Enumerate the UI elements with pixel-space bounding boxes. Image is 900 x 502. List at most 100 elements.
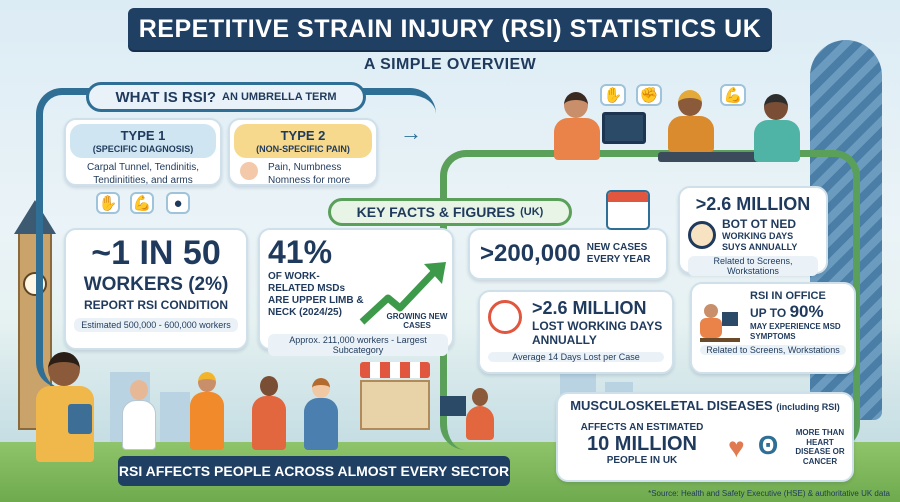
what-is-rsi-sublabel: AN UMBRELLA TERM [222,91,337,103]
wrist-icon: ✊ [636,84,662,106]
person-head [472,388,488,406]
chef-figure [250,376,290,450]
msd-comparison: MORE THAN HEART DISEASE OR CANCER [795,428,845,466]
stat-office-prefix: UP TO [750,306,787,320]
type1-text: Carpal Tunnel, Tendinitis, Tendinitities… [86,162,200,187]
msd-value: 10 MILLION [586,433,697,455]
stat-2-6m-top-text: WORKING DAYS SUYS ANNUALLY [722,231,798,252]
page-subtitle: A SIMPLE OVERVIEW [363,56,537,73]
worker-head [678,90,702,116]
person-body [304,398,338,450]
worker-body [668,116,714,152]
nurse-head [764,94,788,120]
stat-41-value: 41% [268,234,333,270]
computer-monitor-icon [440,396,466,416]
desk-worker-figure [440,388,500,444]
type2-header: TYPE 2 (NON-SPECIFIC PAIN) [234,124,372,159]
stat-200k-card: >200,000 NEW CASES EVERY YEAR [468,228,668,280]
stat-1-in-50-note: Estimated 500,000 - 600,000 workers [74,318,238,332]
source-footnote: *Source: Health and Safety Executive (HS… [648,489,890,498]
msd-card: MUSCULOSKELETAL DISEASES (including RSI)… [556,392,854,482]
stat-office-title: RSI IN OFFICE [750,290,826,302]
stat-41-trend-label: GROWING NEW CASES [386,312,448,330]
stat-office-text: MAY EXPERIENCE MSD SYMPTOMS [750,322,841,341]
market-stall [360,362,430,442]
stat-office-card: RSI IN OFFICE UP TO 90% MAY EXPERIENCE M… [690,282,856,374]
desk-worker-icon [700,304,740,350]
computer-monitor-icon [602,112,646,144]
doctor-figure [120,380,160,450]
person-body [466,406,494,440]
clipboard-icon [68,404,92,434]
person-head [198,372,216,392]
stat-1-in-50-value: ~1 IN 50 [91,234,221,272]
stat-office-note: Related to Screens, Workstations [700,345,846,356]
hand-icon: ✋ [96,192,120,214]
stat-200k-text: NEW CASES EVERY YEAR [586,242,651,265]
sector-banner: RSI AFFECTS PEOPLE ACROSS ALMOST EVERY S… [118,456,510,486]
what-is-rsi-title: WHAT IS RSI? [115,88,217,106]
shopper-figure [302,378,342,450]
key-facts-suffix: (UK) [520,206,544,218]
alarm-clock-icon [488,300,522,334]
stat-2-6m-top-note: Related to Screens, Workstations [688,255,818,276]
key-facts-title: KEY FACTS & FIGURES [356,204,516,220]
worker-head [564,92,588,118]
stat-200k-value: >200,000 [480,240,581,267]
stat-2-6m-lost-value: >2.6 MILLION [532,298,647,318]
stat-2-6m-top-card: >2.6 MILLION BOT OT NED WORKING DAYS SUY… [678,186,828,276]
person-body [122,400,156,450]
office-workers-scene: ✋ ✊ 💪 [540,84,820,166]
stat-2-6m-top-garbled: BOT OT NED [722,217,796,231]
calendar-icon [606,190,650,230]
heart-icon: ♥ [728,432,745,463]
stat-2-6m-lost-text: LOST WORKING DAYS ANNUALLY [532,319,663,348]
elbow-icon: 💪 [720,84,746,106]
stat-41-card: 41% OF WORK-RELATED MSDs ARE UPPER LIMB … [258,228,454,356]
type1-card: TYPE 1 (SPECIFIC DIAGNOSIS) Carpal Tunne… [64,118,222,186]
ribbon-icon: ʘ [758,430,779,460]
person-body [252,396,286,450]
stat-1-in-50-workers: WORKERS (2%) [83,274,229,295]
type1-header: TYPE 1 (SPECIFIC DIAGNOSIS) [70,124,216,159]
person-head [260,376,278,396]
stat-2-6m-lost-note: Average 14 Days Lost per Case [488,351,664,362]
type1-subtitle: (SPECIFIC DIAGNOSIS) [92,143,194,154]
what-is-rsi-label: WHAT IS RSI? AN UMBRELLA TERM [86,82,366,112]
type2-subtitle: (NON-SPECIFIC PAIN) [256,143,350,154]
clock-icon [23,272,47,296]
stat-1-in-50-text: REPORT RSI CONDITION [83,298,228,312]
neck-icon: ● [166,192,190,214]
msd-heading: MUSCULOSKELETAL DISEASES [570,398,773,413]
nurse-body [754,120,800,162]
person-head [312,378,330,398]
stat-41-text: OF WORK-RELATED MSDs ARE UPPER LIMB & NE… [268,271,364,318]
key-facts-label: KEY FACTS & FIGURES (UK) [328,198,572,226]
msd-heading-suffix: (including RSI) [776,402,840,412]
stat-office-value: 90% [789,302,824,321]
neck-pain-icon [240,162,258,180]
tower-spire [14,200,56,234]
person-body [190,392,224,450]
stat-2-6m-lost-card: >2.6 MILLION LOST WORKING DAYS ANNUALLY … [478,290,674,374]
trend-up-arrow-icon [359,262,446,325]
stat-1-in-50-card: ~1 IN 50 WORKERS (2%) REPORT RSI CONDITI… [64,228,248,350]
conveyor-belt [658,152,778,162]
type1-title: TYPE 1 [120,128,166,143]
elbow-icon: 💪 [130,192,154,214]
msd-line1: AFFECTS AN ESTIMATED [580,422,704,433]
type2-title: TYPE 2 [280,128,326,143]
page-title: REPETITIVE STRAIN INJURY (RSI) STATISTIC… [128,8,772,50]
hand-icon: ✋ [600,84,626,106]
type2-text: Pain, Numbness Nomness for more [268,162,351,187]
person-head [130,380,148,400]
arrow-right-icon: → [400,120,422,145]
clock-icon [688,220,716,249]
stat-2-6m-top-value: >2.6 MILLION [695,194,811,214]
person-head [48,352,80,386]
type2-card: TYPE 2 (NON-SPECIFIC PAIN) Pain, Numbnes… [228,118,378,186]
construction-worker-figure [188,372,228,450]
worker-body [554,118,600,160]
msd-line3: PEOPLE IN UK [606,455,678,466]
woman-with-clipboard [30,352,100,462]
